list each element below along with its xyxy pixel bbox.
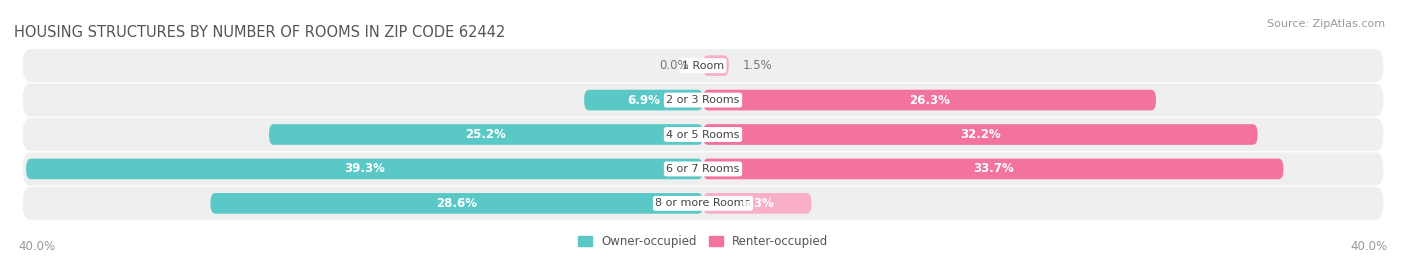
Text: 33.7%: 33.7%: [973, 162, 1014, 175]
FancyBboxPatch shape: [703, 124, 1257, 145]
FancyBboxPatch shape: [22, 84, 1384, 116]
Text: Source: ZipAtlas.com: Source: ZipAtlas.com: [1267, 19, 1385, 29]
Text: 1.5%: 1.5%: [742, 59, 772, 72]
FancyBboxPatch shape: [22, 49, 1384, 82]
Text: 1 Room: 1 Room: [682, 61, 724, 71]
FancyBboxPatch shape: [703, 159, 1284, 179]
FancyBboxPatch shape: [27, 159, 703, 179]
Text: 40.0%: 40.0%: [1351, 240, 1388, 253]
Text: 32.2%: 32.2%: [960, 128, 1001, 141]
FancyBboxPatch shape: [583, 90, 703, 110]
Text: 6.3%: 6.3%: [741, 197, 773, 210]
Text: 2 or 3 Rooms: 2 or 3 Rooms: [666, 95, 740, 105]
FancyBboxPatch shape: [211, 193, 703, 214]
Text: 25.2%: 25.2%: [465, 128, 506, 141]
Text: 0.0%: 0.0%: [659, 59, 689, 72]
FancyBboxPatch shape: [269, 124, 703, 145]
FancyBboxPatch shape: [22, 187, 1384, 220]
FancyBboxPatch shape: [22, 153, 1384, 185]
Text: 8 or more Rooms: 8 or more Rooms: [655, 198, 751, 208]
Text: 26.3%: 26.3%: [910, 94, 950, 107]
Text: 4 or 5 Rooms: 4 or 5 Rooms: [666, 129, 740, 140]
FancyBboxPatch shape: [703, 90, 1156, 110]
FancyBboxPatch shape: [703, 193, 811, 214]
Text: 6 or 7 Rooms: 6 or 7 Rooms: [666, 164, 740, 174]
Text: 6.9%: 6.9%: [627, 94, 659, 107]
Text: 39.3%: 39.3%: [344, 162, 385, 175]
FancyBboxPatch shape: [22, 118, 1384, 151]
Text: HOUSING STRUCTURES BY NUMBER OF ROOMS IN ZIP CODE 62442: HOUSING STRUCTURES BY NUMBER OF ROOMS IN…: [14, 25, 505, 40]
Text: 40.0%: 40.0%: [18, 240, 55, 253]
FancyBboxPatch shape: [703, 55, 728, 76]
Legend: Owner-occupied, Renter-occupied: Owner-occupied, Renter-occupied: [572, 230, 834, 253]
Text: 28.6%: 28.6%: [436, 197, 477, 210]
